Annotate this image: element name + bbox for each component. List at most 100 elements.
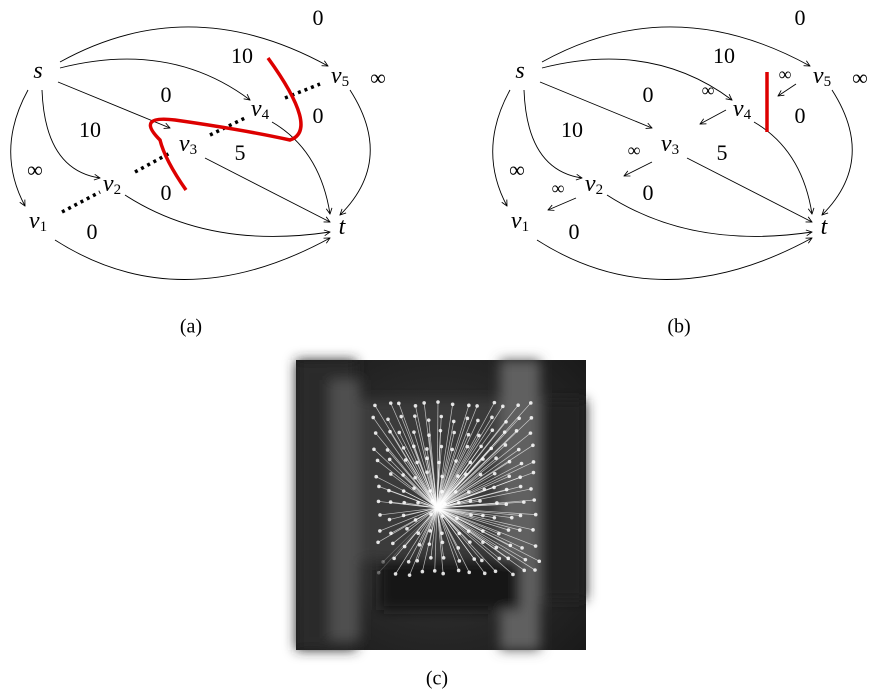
graph-panel: sv1v2v3v4v5t01000105∞00∞ bbox=[11, 5, 386, 279]
ray-dot bbox=[415, 559, 419, 563]
ray-dot bbox=[389, 532, 393, 536]
reverse-weight: ∞ bbox=[628, 140, 641, 160]
ray-dot bbox=[440, 445, 444, 449]
node-label: v1 bbox=[29, 208, 47, 236]
node-name: v bbox=[661, 131, 672, 157]
edge-weight: 0 bbox=[313, 5, 324, 30]
edge-arrow bbox=[205, 158, 330, 222]
ray-dot bbox=[399, 415, 403, 419]
ray-dot bbox=[519, 514, 523, 518]
node-subscript: 5 bbox=[342, 74, 350, 90]
edge-weight: ∞ bbox=[852, 65, 868, 90]
ray-dot bbox=[402, 446, 406, 450]
ray-dot bbox=[416, 501, 420, 505]
node-subscript: 1 bbox=[40, 219, 48, 235]
ray-dot bbox=[439, 429, 443, 433]
ray-dot bbox=[388, 430, 392, 434]
ray-dot bbox=[511, 573, 515, 577]
ray-dot bbox=[529, 401, 533, 405]
ray-dot bbox=[532, 460, 536, 464]
edge-weight: 10 bbox=[79, 117, 101, 142]
ray-dot bbox=[428, 489, 432, 493]
node-label: v4 bbox=[251, 96, 270, 124]
edge-weight: 10 bbox=[231, 43, 253, 68]
ray-dot bbox=[416, 531, 420, 535]
node-label: t bbox=[821, 214, 829, 240]
ray-dot bbox=[389, 500, 393, 504]
node-name: s bbox=[33, 58, 42, 84]
ray-dot bbox=[412, 445, 416, 449]
ray-dot bbox=[397, 402, 401, 406]
reverse-weight: ∞ bbox=[702, 80, 715, 100]
ray-dot bbox=[491, 428, 495, 432]
caption: (a) bbox=[180, 316, 202, 338]
ray-dot bbox=[381, 560, 385, 564]
ray-dot bbox=[374, 431, 378, 435]
ray-dot bbox=[439, 415, 443, 419]
edge-arrow bbox=[822, 90, 852, 215]
ray-dot bbox=[450, 448, 454, 452]
ray-dot bbox=[389, 472, 393, 476]
ray-dot bbox=[388, 518, 392, 522]
ray-dot bbox=[501, 405, 505, 409]
node-subscript: 1 bbox=[522, 219, 530, 235]
ray-dot bbox=[427, 418, 431, 422]
ray-dot bbox=[413, 414, 417, 418]
ray-dot bbox=[408, 573, 412, 577]
node-subscript: 4 bbox=[262, 107, 270, 123]
caption: (b) bbox=[667, 316, 690, 338]
edge-weight: 0 bbox=[643, 180, 654, 205]
node-subscript: 5 bbox=[824, 74, 832, 90]
ray-dot bbox=[418, 543, 422, 547]
ray-dot bbox=[517, 448, 521, 452]
ray-dot bbox=[407, 560, 411, 564]
ray-dot bbox=[452, 431, 456, 435]
ray-dot bbox=[533, 568, 537, 572]
ray-dot bbox=[530, 416, 534, 420]
ray-dot bbox=[467, 433, 471, 437]
ray-dot bbox=[531, 528, 535, 532]
node-subscript: 2 bbox=[596, 182, 604, 198]
ray-dot bbox=[377, 571, 381, 575]
ray-dot bbox=[412, 430, 416, 434]
ray-dot bbox=[490, 416, 494, 420]
ray-dot bbox=[386, 448, 390, 452]
ray-dot bbox=[427, 433, 431, 437]
ray-dot bbox=[429, 556, 433, 560]
ray-dot bbox=[532, 471, 536, 475]
ray-dot bbox=[431, 499, 435, 503]
ray-dot bbox=[529, 487, 533, 491]
ray-dot bbox=[378, 529, 382, 533]
node-label: v3 bbox=[179, 131, 197, 159]
edge-arrow bbox=[607, 195, 812, 236]
edge-arrow bbox=[754, 122, 812, 214]
ray-dot bbox=[437, 461, 441, 465]
ray-dot bbox=[451, 402, 455, 406]
node-name: v bbox=[331, 63, 342, 89]
ray-dot bbox=[428, 542, 432, 546]
node-label: v5 bbox=[331, 63, 349, 91]
ray-dot bbox=[394, 572, 398, 576]
ray-dot bbox=[510, 516, 514, 520]
caption: (c) bbox=[426, 668, 448, 690]
node-name: v bbox=[179, 131, 190, 157]
node-subscript: 3 bbox=[672, 142, 680, 158]
edge-arrow bbox=[272, 122, 330, 214]
ray-dot bbox=[520, 546, 524, 550]
edge-arrow bbox=[340, 90, 370, 215]
ray-dot bbox=[421, 570, 425, 574]
edge-weight: 0 bbox=[643, 82, 654, 107]
ray-dot bbox=[389, 401, 393, 405]
node-name: v bbox=[733, 96, 744, 122]
ray-dot bbox=[402, 514, 406, 518]
ray-dot bbox=[425, 447, 429, 451]
ray-dot bbox=[403, 545, 407, 549]
ray-dot bbox=[534, 544, 538, 548]
edge-weight: 0 bbox=[313, 103, 324, 128]
ray-dot bbox=[433, 569, 437, 573]
ray-dot bbox=[414, 404, 418, 408]
ray-dot bbox=[397, 431, 401, 435]
ray-dot bbox=[524, 558, 528, 562]
ray-dot bbox=[428, 529, 432, 533]
